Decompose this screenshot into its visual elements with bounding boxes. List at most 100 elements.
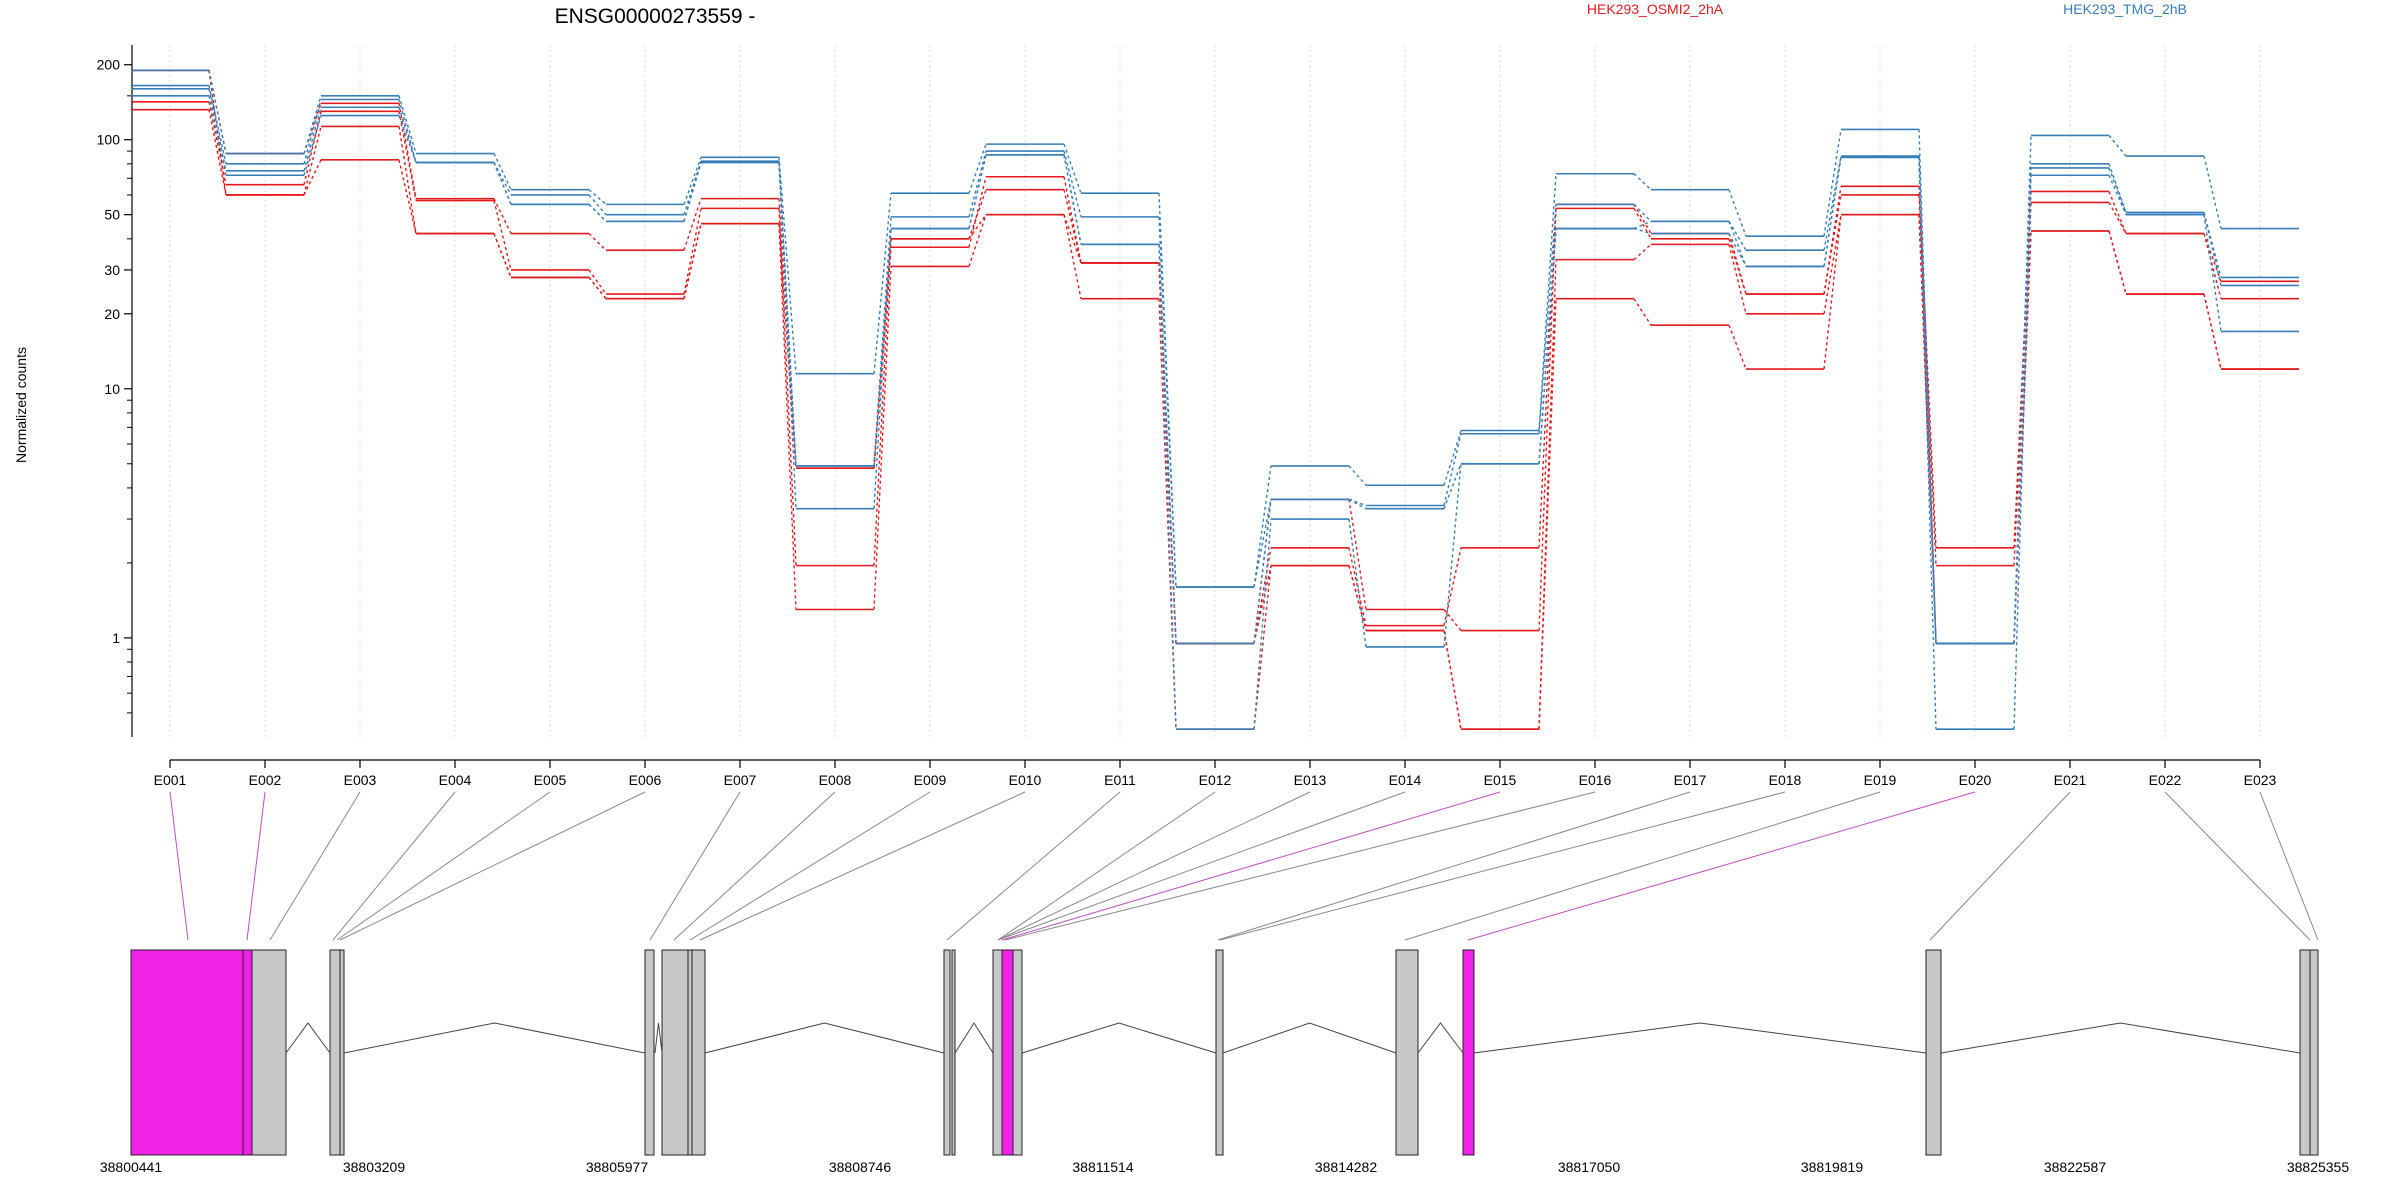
exon-box bbox=[329, 949, 341, 1156]
intron-line bbox=[654, 1022, 663, 1054]
coordinate-label: 38822587 bbox=[2044, 1159, 2107, 1175]
y-tick-label: 10 bbox=[104, 381, 120, 397]
exon-connector-line bbox=[1404, 791, 1881, 941]
exon-connector-line bbox=[997, 791, 1216, 941]
exon-connector-dashed bbox=[2203, 212, 2222, 278]
exon-connector-dashed bbox=[1348, 565, 1367, 631]
y-tick-label: 100 bbox=[97, 132, 121, 148]
series-osmi2-3 bbox=[131, 69, 2299, 730]
exon-connector-dashed bbox=[1918, 157, 1937, 730]
exon-connector-dashed bbox=[2013, 167, 2032, 644]
chart-title: ENSG00000273559 - bbox=[555, 5, 756, 28]
exon-connector-dashed bbox=[398, 115, 417, 163]
exon-connector-dashed bbox=[1348, 465, 1367, 486]
intron-line bbox=[954, 1022, 994, 1054]
exon-connector-dashed bbox=[1538, 228, 1557, 464]
exon-connector-dashed bbox=[2203, 293, 2222, 370]
exon-connector-dashed bbox=[1823, 214, 1842, 314]
exon-connector-dashed bbox=[208, 70, 227, 154]
exon-connector-dashed bbox=[2203, 214, 2222, 332]
y-axis: 1 10 20 30 50 100 200 bbox=[97, 45, 133, 737]
exon-connector-dashed bbox=[1633, 298, 1652, 326]
x-tick-label: E019 bbox=[1864, 772, 1897, 788]
exon-connector-dashed bbox=[1063, 150, 1082, 218]
exon-connector-dashed bbox=[2203, 233, 2222, 299]
exon-connector-dashed bbox=[1728, 324, 1747, 370]
x-tick-label: E018 bbox=[1769, 772, 1802, 788]
y-tick-label: 30 bbox=[104, 262, 120, 278]
exon-connector-dashed bbox=[1348, 518, 1367, 647]
intron-line bbox=[1021, 1022, 1217, 1054]
exon-connector-dashed bbox=[1443, 463, 1462, 647]
x-tick-label: E015 bbox=[1484, 772, 1517, 788]
grid-layer bbox=[169, 45, 2261, 737]
y-tick-label: 1 bbox=[112, 630, 120, 646]
exon-connector-line bbox=[1004, 791, 1596, 941]
y-tick-label: 50 bbox=[104, 207, 120, 223]
exon-connector-dashed bbox=[1823, 157, 1842, 267]
exon-connector-line bbox=[1001, 791, 1501, 941]
exon-box-highlight bbox=[242, 949, 253, 1156]
y-tick-label: 200 bbox=[97, 57, 121, 73]
genomic-coordinate-labels: 38800441 38803209 38805977 38808746 38811514… bbox=[100, 1159, 2350, 1175]
exon-connector-line bbox=[336, 791, 551, 941]
exon-box bbox=[251, 949, 287, 1156]
x-tick-label: E017 bbox=[1674, 772, 1707, 788]
exon-connector-dashed bbox=[1538, 173, 1557, 431]
exon-connector-dashed bbox=[1348, 547, 1367, 626]
exon-connector-dashed bbox=[778, 157, 797, 374]
x-tick-label: E012 bbox=[1199, 772, 1232, 788]
exon-connector-dashed bbox=[1443, 609, 1462, 631]
exon-box-highlight bbox=[1001, 949, 1014, 1156]
exon-connector-dashed bbox=[1443, 547, 1462, 626]
x-tick-label: E007 bbox=[724, 772, 757, 788]
exon-connector-line bbox=[689, 791, 931, 941]
exon-connector-dashed bbox=[303, 159, 322, 196]
exon-connector-line bbox=[332, 791, 456, 941]
exon-connector-dashed bbox=[1063, 189, 1082, 264]
exon-connector-line bbox=[649, 791, 741, 941]
x-axis: E001 E002 E003 E004 E005 E006 E007 E008 E009 E010… bbox=[154, 759, 2277, 788]
exon-connector-dashed bbox=[1253, 518, 1272, 730]
exon-connector-line bbox=[946, 791, 1121, 941]
exon-connector-dashed bbox=[1443, 433, 1462, 506]
exon-connector-lines bbox=[169, 791, 2319, 941]
x-tick-label: E009 bbox=[914, 772, 947, 788]
exon-connector-line bbox=[269, 791, 361, 941]
exon-connector-dashed bbox=[493, 198, 512, 234]
exon-connector-dashed bbox=[1728, 238, 1747, 295]
exon-connector-dashed bbox=[493, 233, 512, 278]
x-tick-label: E011 bbox=[1104, 772, 1136, 788]
exon-connector-dashed bbox=[1538, 204, 1557, 434]
intron-line bbox=[1940, 1022, 2301, 1054]
exon-connector-dashed bbox=[398, 126, 417, 234]
x-tick-label: E004 bbox=[439, 772, 472, 788]
x-tick-label: E010 bbox=[1009, 772, 1042, 788]
exon-connector-dashed bbox=[1158, 244, 1177, 730]
exon-box bbox=[1395, 949, 1419, 1156]
exon-connector-dashed bbox=[778, 162, 797, 509]
exon-connector-dashed bbox=[2013, 175, 2032, 730]
coordinate-label: 38803209 bbox=[343, 1159, 406, 1175]
exon-connector-dashed bbox=[1253, 499, 1272, 644]
exon-box bbox=[2309, 949, 2319, 1156]
exon-box bbox=[1925, 949, 1942, 1156]
exon-connector-dashed bbox=[968, 150, 987, 218]
x-tick-label: E014 bbox=[1389, 772, 1422, 788]
intron-line bbox=[1417, 1022, 1464, 1054]
exon-connector-dashed bbox=[873, 228, 892, 509]
exon-connector-dashed bbox=[1253, 499, 1272, 588]
x-tick-label: E005 bbox=[534, 772, 567, 788]
exon-box bbox=[943, 949, 951, 1156]
x-tick-label: E020 bbox=[1959, 772, 1992, 788]
x-tick-label: E021 bbox=[2054, 772, 2087, 788]
exon-connector-dashed bbox=[1063, 214, 1082, 299]
exon-connector-dashed bbox=[778, 162, 797, 466]
exon-connector-dashed bbox=[303, 126, 322, 196]
exon-connector-dashed bbox=[398, 107, 417, 163]
exon-connector-dashed bbox=[1728, 244, 1747, 314]
exon-connector-line bbox=[169, 791, 189, 941]
exon-connector-dashed bbox=[1348, 565, 1367, 631]
series-osmi2-1 bbox=[131, 100, 2299, 645]
